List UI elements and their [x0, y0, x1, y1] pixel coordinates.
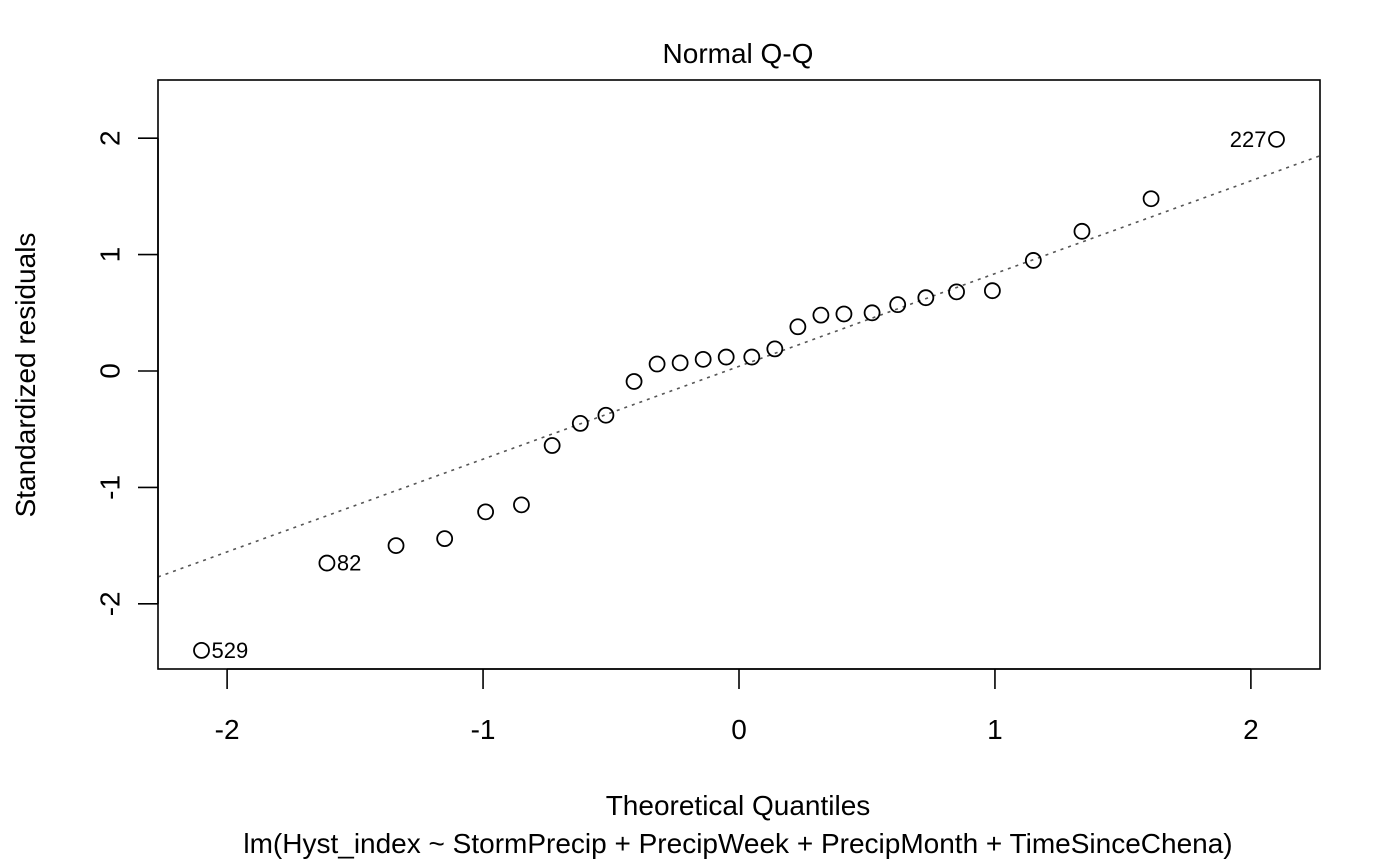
- qq-point: [983, 282, 1001, 300]
- x-axis: -2 -1 0 1 2: [215, 668, 1259, 745]
- qq-point: [766, 340, 784, 358]
- qq-point: [625, 373, 643, 390]
- qq-point: [571, 414, 589, 432]
- qq-reference-line: [157, 155, 1321, 578]
- y-tick-label: 2: [95, 130, 126, 146]
- y-tick-label: -2: [95, 591, 126, 616]
- y-tick-label: 0: [95, 363, 126, 379]
- qq-point: [1024, 252, 1042, 269]
- x-axis-label: Theoretical Quantiles: [606, 790, 871, 821]
- qq-point: [717, 348, 735, 366]
- qq-point: [671, 354, 689, 372]
- qq-point: [863, 304, 881, 322]
- qq-point: [1073, 222, 1091, 240]
- y-tick-label: 1: [95, 247, 126, 263]
- qq-point: [1142, 190, 1160, 208]
- qq-point: [1268, 130, 1285, 148]
- point-labels: 529 82 227: [212, 127, 1267, 663]
- x-tick-label: -1: [471, 714, 496, 745]
- qq-point: [648, 355, 666, 373]
- y-axis-label: Standardized residuals: [10, 233, 41, 518]
- y-tick-label: -1: [95, 475, 126, 500]
- point-label-227: 227: [1230, 127, 1267, 152]
- point-label-82: 82: [337, 551, 361, 576]
- data-points: [193, 130, 1285, 659]
- x-tick-label: 2: [1243, 714, 1259, 745]
- qq-point: [948, 283, 965, 301]
- qq-point: [694, 350, 712, 368]
- qq-point: [318, 554, 336, 572]
- qq-point: [436, 530, 454, 548]
- qq-point: [513, 496, 530, 514]
- plot-frame: [157, 79, 1321, 670]
- x-tick-label: 1: [987, 714, 1003, 745]
- qq-point: [789, 318, 807, 336]
- qq-point: [543, 437, 561, 454]
- point-label-529: 529: [212, 638, 249, 663]
- qq-point: [812, 306, 830, 324]
- qq-point: [743, 348, 761, 366]
- qq-point: [387, 537, 405, 555]
- y-axis: -2 -1 0 1 2: [95, 130, 159, 616]
- qq-point: [193, 641, 210, 659]
- qq-point: [889, 296, 907, 314]
- x-tick-label: -2: [215, 714, 240, 745]
- model-formula-subtitle: lm(Hyst_index ~ StormPrecip + PrecipWeek…: [243, 828, 1232, 859]
- qq-point: [835, 305, 853, 323]
- chart-title: Normal Q-Q: [663, 38, 814, 69]
- qq-point: [597, 406, 615, 424]
- qq-point: [917, 289, 935, 307]
- x-tick-label: 0: [731, 714, 747, 745]
- qq-point: [477, 503, 495, 521]
